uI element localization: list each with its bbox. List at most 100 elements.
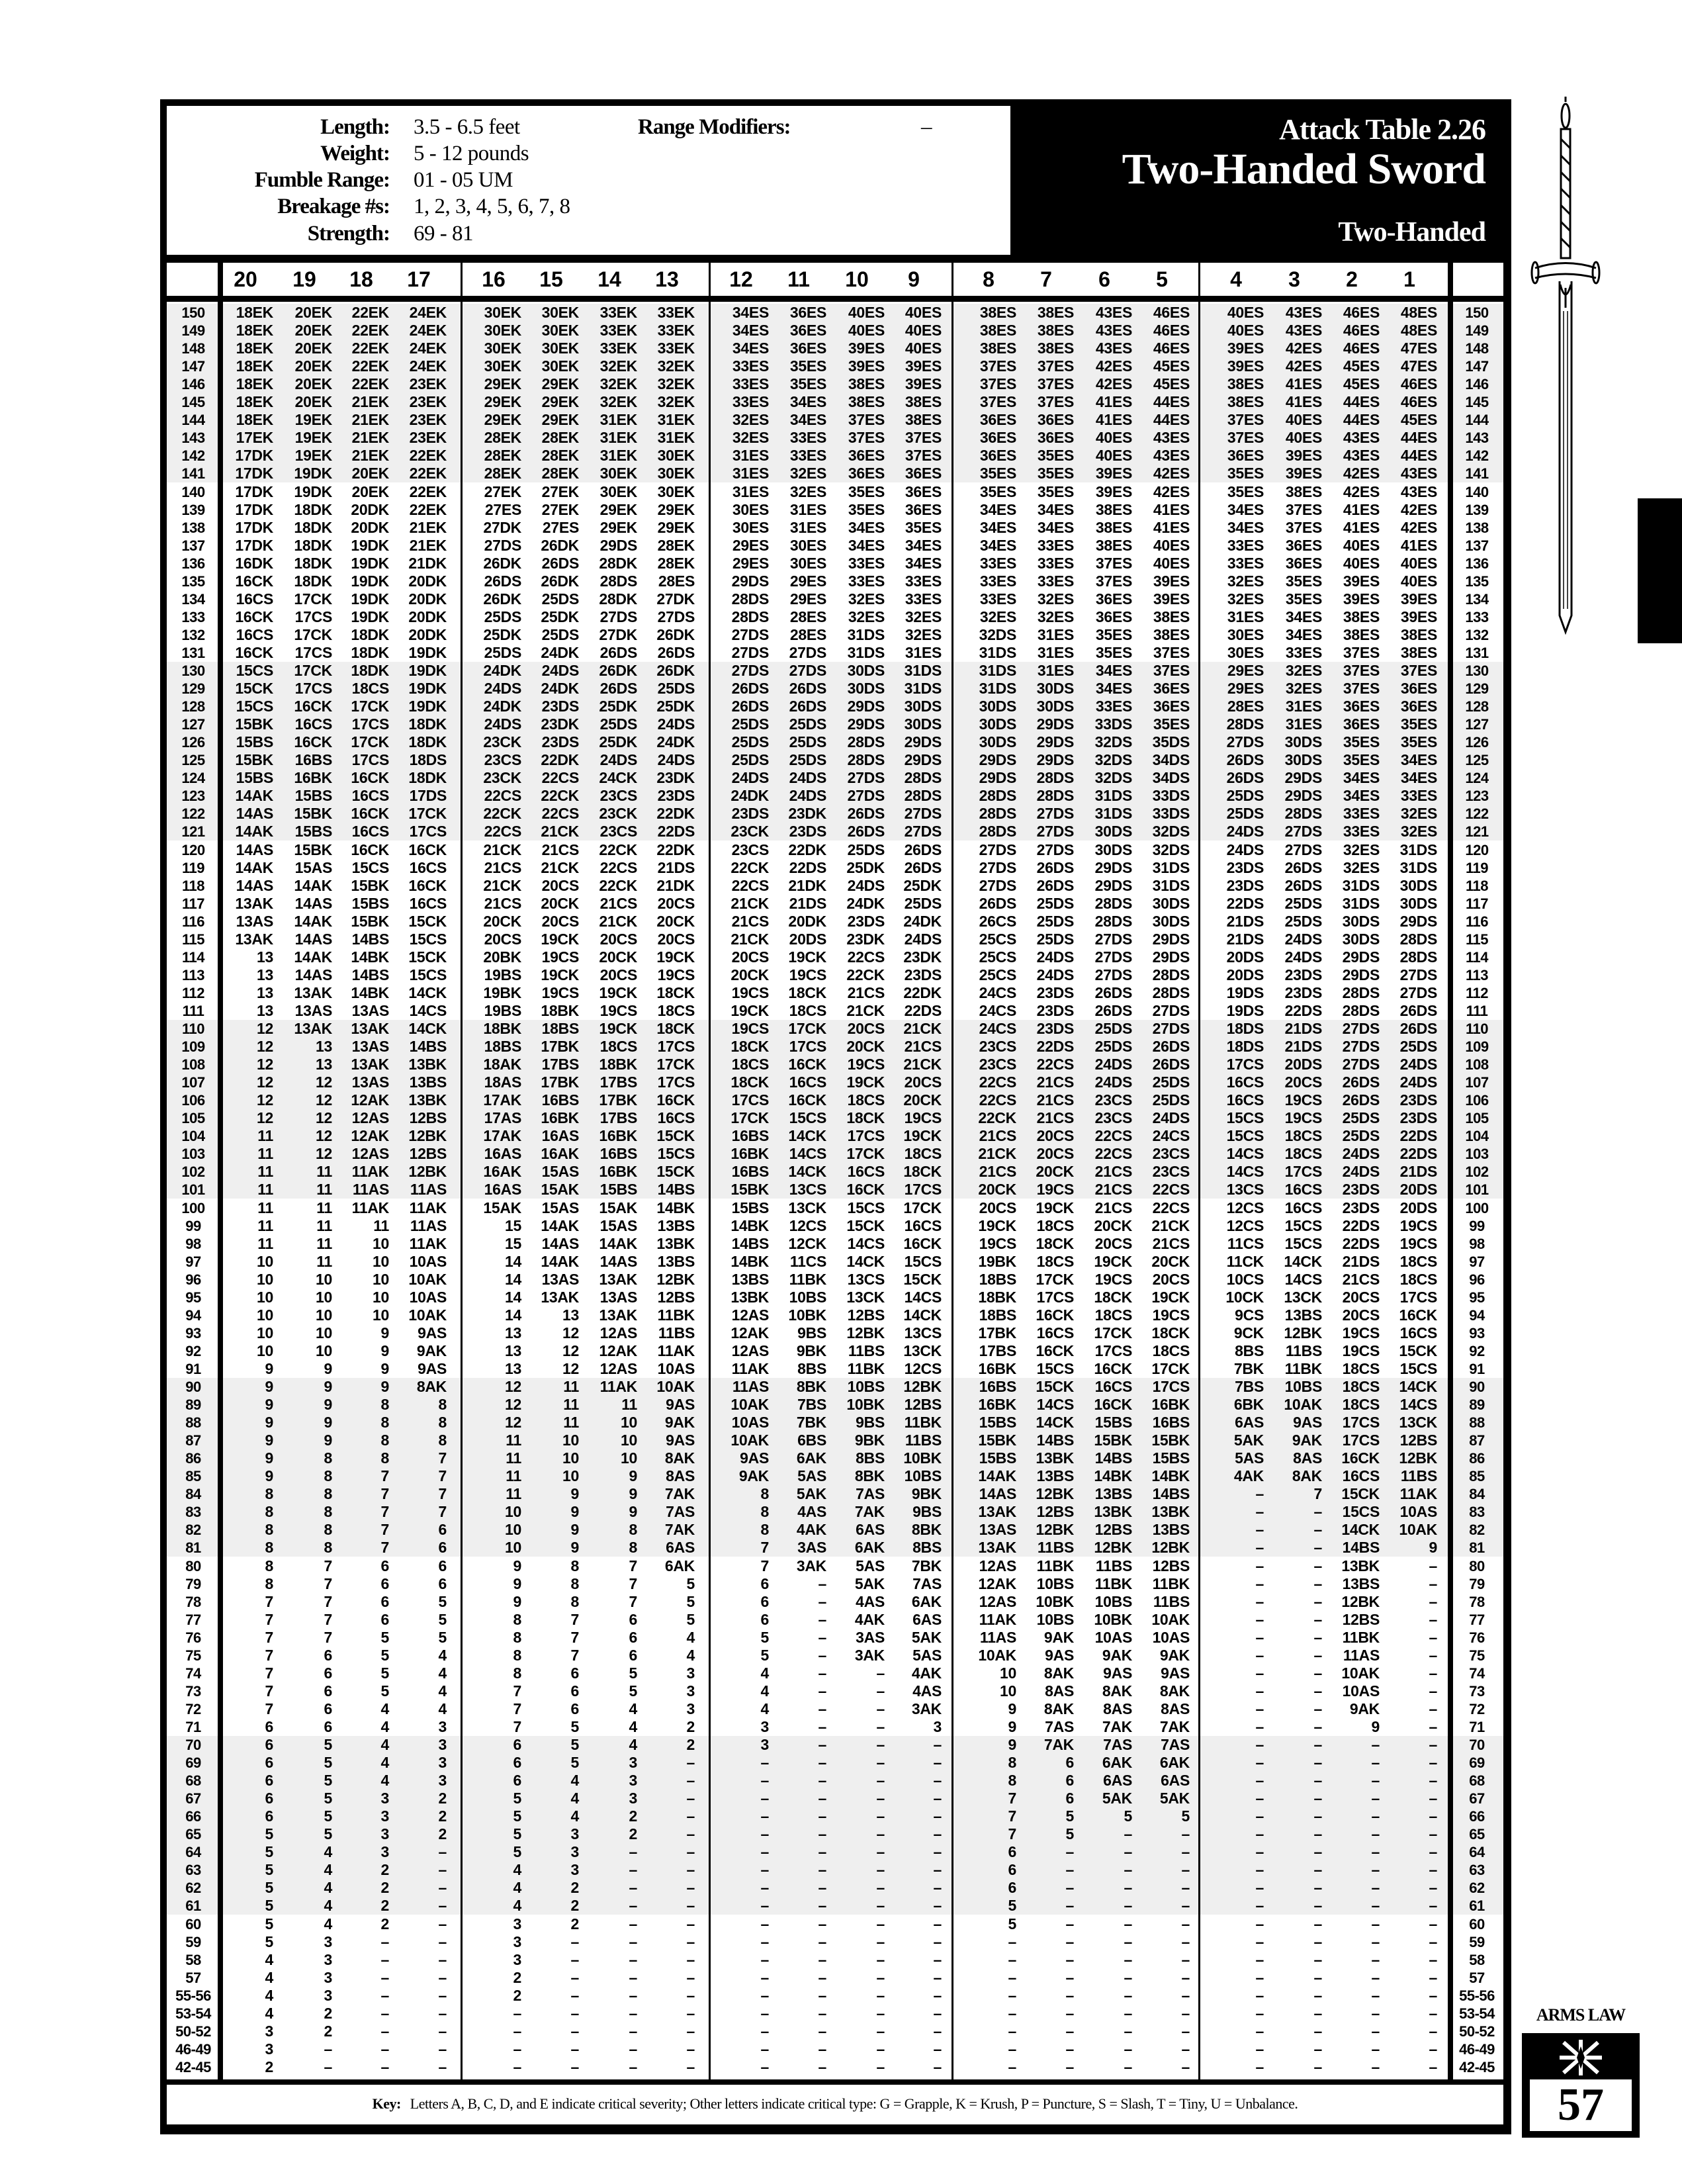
result-cell: 8AS xyxy=(1293,1449,1322,1467)
result-cell: 2 xyxy=(629,1807,638,1825)
result-cell: 10AK xyxy=(730,1432,769,1449)
result-cell: 7 xyxy=(380,1521,390,1539)
result-cell: – xyxy=(1371,2022,1380,2040)
roll-label-left: 50-52 xyxy=(175,2023,211,2040)
result-cell: 6 xyxy=(265,1736,274,1753)
result-cell: 43ES xyxy=(1095,304,1132,321)
result-cell: 20DK xyxy=(788,912,826,930)
roll-label-right: 42-45 xyxy=(1459,2058,1495,2075)
result-cell: 46ES xyxy=(1343,322,1380,340)
result-cell: 37ES xyxy=(1343,662,1380,679)
result-cell: 17BS xyxy=(599,1109,638,1127)
result-cell: 16CK xyxy=(1036,1342,1074,1359)
result-cell: 10AK xyxy=(1284,1396,1322,1414)
result-cell: 6 xyxy=(324,1646,333,1664)
result-cell: 29ES xyxy=(732,536,769,554)
result-cell: 13BK xyxy=(1094,1503,1132,1521)
result-cell: 39ES xyxy=(1227,357,1264,375)
result-cell: 30DS xyxy=(1036,698,1075,715)
result-cell: 34ES xyxy=(1095,680,1132,698)
result-cell: 47ES xyxy=(1400,357,1437,375)
result-cell: 10 xyxy=(373,1270,389,1288)
result-cell: 7AS xyxy=(912,1574,942,1592)
result-cell: 11AK xyxy=(599,1378,638,1395)
result-cell: – xyxy=(629,1933,638,1950)
result-cell: 29DS xyxy=(731,572,770,590)
result-cell: 26DS xyxy=(657,643,695,661)
roll-label-right: 135 xyxy=(1465,572,1489,590)
roll-label-left: 112 xyxy=(182,984,205,1001)
result-cell: 37ES xyxy=(1153,643,1190,661)
roll-label-right: 144 xyxy=(1465,412,1489,429)
result-cell: 20DK xyxy=(351,518,389,536)
result-cell: 11 xyxy=(316,1252,332,1270)
table-row: 73 7 6 5 4 7 6 5 3 4– –4AS 10 8AS 8AK 8AK – –10AS –73 xyxy=(167,1682,1503,1700)
result-cell: 37ES xyxy=(905,429,942,447)
roll-label-right: 65 xyxy=(1469,1826,1485,1843)
result-cell: 19EK xyxy=(294,447,333,465)
result-cell: 2 xyxy=(513,1986,522,2004)
result-cell: – xyxy=(1181,1879,1190,1897)
result-cell: 29DS xyxy=(1094,876,1133,894)
result-cell: 9 xyxy=(265,1432,274,1449)
result-cell: 11 xyxy=(257,1163,273,1181)
result-cell: – xyxy=(1313,1610,1323,1628)
result-cell: 16CK xyxy=(846,1181,885,1199)
result-cell: 12BK xyxy=(408,1127,447,1145)
result-cell: 24DS xyxy=(789,769,827,787)
roll-label-left: 126 xyxy=(181,734,205,751)
result-cell: 18DK xyxy=(408,715,447,733)
result-cell: 24CS xyxy=(979,1001,1017,1019)
result-cell: 10AS xyxy=(731,1414,770,1432)
result-cell: 29DS xyxy=(979,751,1017,769)
result-cell: 21CS xyxy=(979,1163,1017,1181)
result-cell: 43ES xyxy=(1400,465,1437,482)
result-cell: 20CS xyxy=(731,948,770,966)
result-cell: 30DS xyxy=(1399,876,1438,894)
info-length: Length: 3.5 - 6.5 feet xyxy=(167,115,1010,142)
result-cell: 18CS xyxy=(847,1091,885,1109)
table-row: 106 12 12 12AK 13BK 17AK 16BS 17BK 16CK 17CS 16CK 1… xyxy=(167,1091,1503,1110)
result-cell: 6 xyxy=(629,1646,638,1664)
table-row: 61 5 4 2–4 2– – – – – –5– – – – – – –61 xyxy=(167,1897,1503,1915)
result-cell: 22CS xyxy=(1094,1127,1133,1145)
result-cell: 11 xyxy=(257,1145,273,1163)
result-cell: 33ES xyxy=(732,357,769,375)
roll-label-left: 114 xyxy=(182,948,205,966)
result-cell: 4 xyxy=(760,1682,770,1700)
result-cell: 11 xyxy=(316,1199,332,1216)
result-cell: 14CS xyxy=(1226,1145,1264,1163)
result-cell: 11BK xyxy=(1152,1574,1190,1592)
result-cell: 20CS xyxy=(979,1199,1017,1216)
roll-label-left: 89 xyxy=(185,1396,201,1414)
roll-label-left: 100 xyxy=(181,1199,205,1216)
result-cell: – xyxy=(570,2040,580,2058)
result-cell: 21CK xyxy=(730,930,769,948)
result-cell: 23DS xyxy=(1399,1109,1438,1127)
result-cell: 7AS xyxy=(1045,1717,1074,1735)
result-cell: 7 xyxy=(513,1682,522,1700)
result-cell: 17BK xyxy=(978,1324,1016,1342)
result-cell: 19DK xyxy=(351,608,389,625)
result-cell: 33ES xyxy=(905,590,942,608)
result-cell: 16AS xyxy=(484,1181,522,1199)
result-cell: 10 xyxy=(562,1467,579,1485)
result-cell: – xyxy=(1255,2004,1264,2022)
result-cell: 8 xyxy=(1008,1754,1017,1772)
result-cell: 31ES xyxy=(789,500,826,518)
result-cell: 44ES xyxy=(1153,411,1190,429)
result-cell: 27DS xyxy=(599,608,638,625)
result-cell: 4 xyxy=(438,1700,447,1717)
result-cell: 19CS xyxy=(541,948,580,966)
result-cell: – xyxy=(570,2004,580,2022)
result-cell: 46ES xyxy=(1400,393,1437,411)
result-cell: 8AK xyxy=(1159,1682,1190,1700)
result-cell: – xyxy=(1065,2040,1075,2058)
key-panel: Key: Letters A, B, C, D, and E indicate c… xyxy=(167,2085,1503,2124)
result-cell: 5 xyxy=(513,1825,522,1843)
result-cell: 9 xyxy=(324,1396,333,1414)
result-cell: – xyxy=(1255,1700,1264,1717)
roll-label-right: 140 xyxy=(1465,483,1489,500)
result-cell: 29DS xyxy=(1284,787,1323,805)
table-row: 77 7 7 6 5 8 7 6 5 6–4AK 6AS 11AK 10BS 10BK 10AK – –12BS… xyxy=(167,1611,1503,1629)
